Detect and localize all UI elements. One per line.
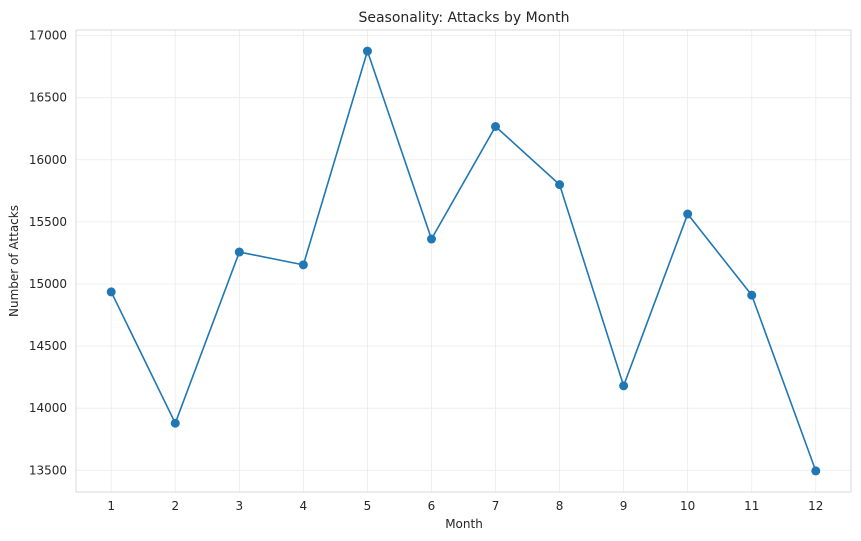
data-point <box>491 121 501 131</box>
x-tick-label: 2 <box>171 499 179 513</box>
x-tick-label: 12 <box>808 499 823 513</box>
data-point <box>619 381 629 391</box>
data-point <box>426 234 436 244</box>
series-line <box>110 50 817 472</box>
x-tick-label: 8 <box>556 499 564 513</box>
x-tick-label: 3 <box>236 499 244 513</box>
y-tick-label: 13500 <box>29 463 67 477</box>
x-tick-label: 1 <box>107 499 115 513</box>
x-tick-label: 10 <box>680 499 695 513</box>
y-axis: 13500 14000 14500 15000 15500 16000 16500 17000 <box>29 29 67 478</box>
data-point <box>362 46 372 56</box>
y-tick-label: 15000 <box>29 277 67 291</box>
data-point <box>170 418 180 428</box>
y-axis-title: Number of Attacks <box>7 205 21 317</box>
x-tick-label: 5 <box>364 499 372 513</box>
series-layer <box>106 46 821 476</box>
x-tick-label: 9 <box>620 499 628 513</box>
y-tick-label: 16500 <box>29 91 67 105</box>
x-tick-label: 7 <box>492 499 500 513</box>
y-tick-label: 16000 <box>29 153 67 167</box>
data-point <box>234 247 244 257</box>
y-tick-label: 14000 <box>29 401 67 415</box>
y-tick-label: 17000 <box>29 29 67 43</box>
data-point <box>683 209 693 219</box>
x-tick-label: 6 <box>428 499 436 513</box>
data-point <box>106 287 116 297</box>
plot-frame <box>75 29 852 493</box>
data-point <box>555 180 565 190</box>
x-tick-label: 11 <box>744 499 759 513</box>
x-axis-title: Month <box>445 517 483 531</box>
x-tick-label: 4 <box>300 499 308 513</box>
y-tick-label: 15500 <box>29 215 67 229</box>
data-point <box>298 260 308 270</box>
x-axis: 1 2 3 4 5 6 7 8 9 10 11 12 <box>107 499 823 513</box>
data-point <box>811 466 821 476</box>
data-point <box>747 290 757 300</box>
chart-title: Seasonality: Attacks by Month <box>358 10 569 26</box>
y-tick-label: 14500 <box>29 339 67 353</box>
grid <box>76 30 851 492</box>
